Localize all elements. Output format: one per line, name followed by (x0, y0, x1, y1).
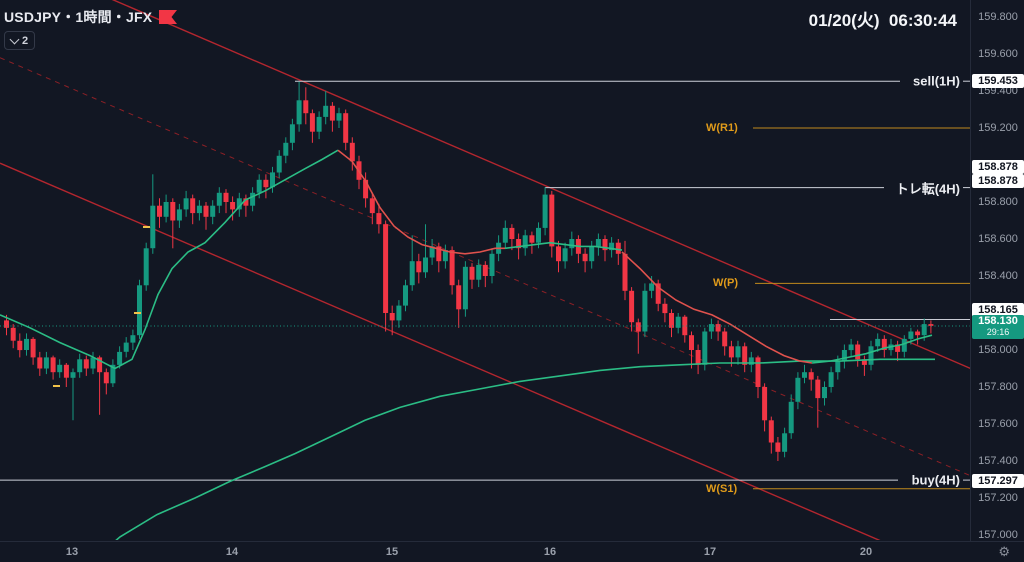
fast-ma[interactable] (811, 334, 933, 364)
indicators-collapse-button[interactable]: 2 (4, 31, 36, 50)
level-label-w-r1[interactable]: W(R1) (706, 122, 738, 134)
order-marker (134, 312, 141, 314)
axis-box-buy-4h: 157.297 (972, 474, 1024, 488)
candlestick-chart[interactable] (0, 0, 970, 540)
date-tick: 15 (385, 546, 399, 558)
date-tick: 13 (65, 546, 79, 558)
level-label-w-p[interactable]: W(P) (713, 277, 739, 289)
price-tick: 159.800 (978, 11, 1018, 23)
order-marker (53, 385, 60, 387)
slow-ma[interactable] (88, 358, 935, 540)
ma-layer (0, 149, 935, 540)
axis-box-alert-158165: 158.165 (972, 303, 1024, 317)
level-label-sell-1h[interactable]: sell(1H) (913, 73, 960, 89)
date-tick: 16 (543, 546, 557, 558)
chevron-down-icon (9, 34, 20, 44)
channel-upper[interactable] (110, 0, 970, 370)
order-marker (143, 226, 150, 228)
date-tick: 17 (703, 546, 717, 558)
price-tick: 157.800 (978, 381, 1018, 393)
candle-countdown: 29:16 (986, 326, 1010, 337)
price-tick: 157.200 (978, 492, 1018, 504)
price-tick: 157.600 (978, 418, 1018, 430)
current-price-box: 158.130 29:16 (972, 315, 1024, 339)
price-tick: 159.200 (978, 122, 1018, 134)
fast-ma[interactable] (337, 149, 505, 255)
price-tick: 159.400 (978, 85, 1018, 97)
gear-icon[interactable]: ⚙ (998, 544, 1010, 559)
levels-layer (0, 80, 970, 490)
indicators-count: 2 (22, 34, 29, 47)
axis-box-trend-4h: 158.878 (972, 160, 1024, 174)
price-axis[interactable]: 159.800 159.600 159.400 159.200 158.800 158.6… (970, 0, 1024, 562)
current-price-value: 158.130 (978, 315, 1018, 328)
price-tick: 158.400 (978, 270, 1018, 282)
axis-box-trend-4h-2: 158.878 (972, 174, 1024, 188)
price-tick: 157.400 (978, 455, 1018, 467)
price-tick: 159.600 (978, 48, 1018, 60)
time-axis[interactable]: 13 14 15 16 17 20 (0, 541, 1024, 562)
date-tick: 20 (859, 546, 873, 558)
candles-layer (4, 81, 934, 461)
price-tick: 157.000 (978, 529, 1018, 541)
channel-lower[interactable] (0, 162, 970, 540)
price-tick: 158.000 (978, 344, 1018, 356)
symbol-title-row: USDJPY・1時間・JFX (4, 7, 178, 27)
date-tick: 14 (225, 546, 239, 558)
price-tick: 158.800 (978, 196, 1018, 208)
level-label-trend-4h[interactable]: トレ転(4H) (895, 181, 960, 197)
level-label-buy-4h[interactable]: buy(4H) (911, 472, 960, 488)
clock: 01/20(火) 06:30:44 (808, 11, 957, 30)
flag-icon[interactable] (158, 9, 178, 25)
markers-layer (53, 226, 150, 387)
symbol-title[interactable]: USDJPY・1時間・JFX (4, 9, 153, 25)
fast-ma[interactable] (504, 241, 623, 251)
fast-ma[interactable] (0, 149, 339, 370)
fast-ma[interactable] (621, 251, 813, 364)
price-tick: 158.600 (978, 233, 1018, 245)
level-label-w-s1[interactable]: W(S1) (706, 483, 738, 495)
axis-box-sell-1h: 159.453 (972, 74, 1024, 88)
